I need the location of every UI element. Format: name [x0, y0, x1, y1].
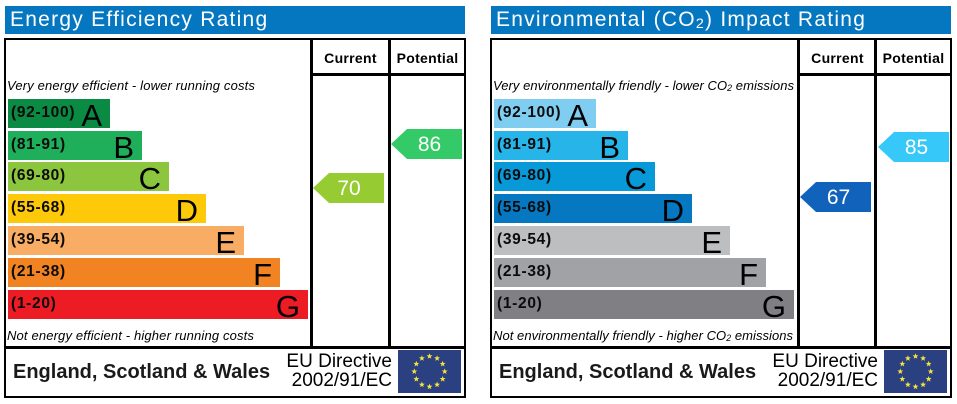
svg-text:85: 85	[905, 136, 928, 159]
svg-text:70: 70	[337, 177, 360, 200]
svg-text:67: 67	[827, 186, 850, 209]
svg-text:86: 86	[418, 133, 441, 156]
